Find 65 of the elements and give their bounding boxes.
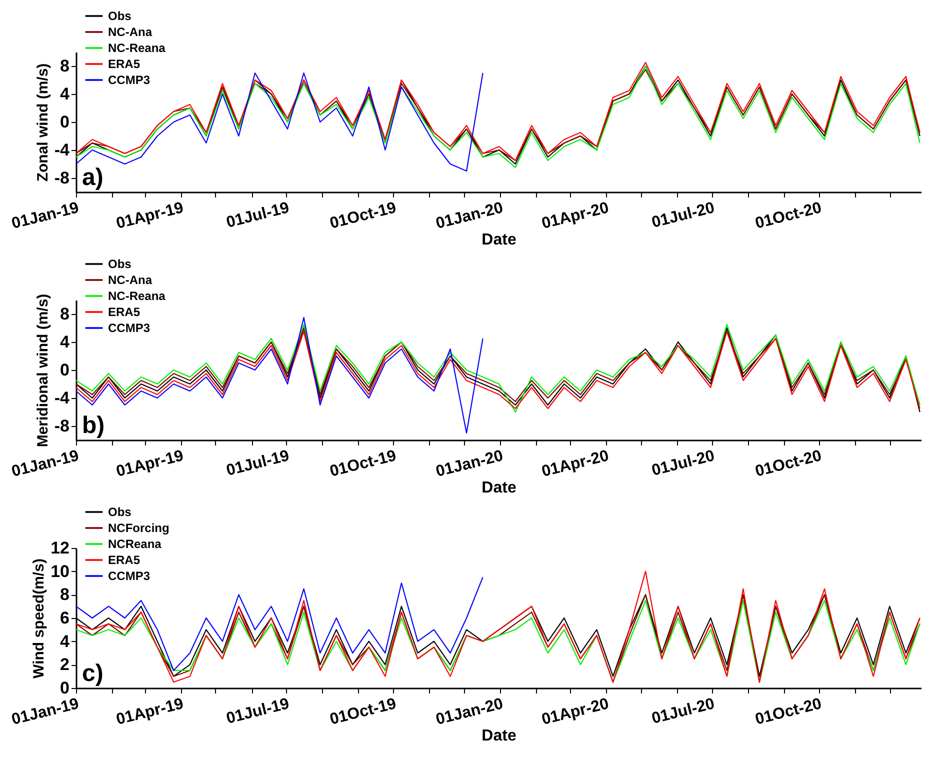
x-tick-label: 01Oct-20: [754, 199, 824, 232]
legend-label: NCReana: [108, 537, 162, 551]
y-tick-label: 0: [60, 360, 70, 380]
legend-label: NCForcing: [108, 521, 170, 535]
y-tick-label: -4: [54, 140, 70, 160]
x-axis-title: Date: [482, 232, 516, 249]
x-tick-label: 01Oct-19: [328, 199, 398, 232]
y-tick-label: 8: [60, 56, 70, 76]
y-axis-title: Meridional wind (m/s): [34, 294, 52, 448]
x-axis-title: Date: [482, 480, 516, 497]
y-tick-label: -4: [54, 388, 70, 408]
x-tick-label: 01Apr-19: [114, 199, 186, 233]
x-tick-label: 01Jul-20: [650, 199, 716, 232]
y-tick-label: 10: [50, 562, 70, 581]
x-tick-label: 01Jan-20: [434, 447, 505, 481]
x-tick-label: 01Apr-19: [114, 447, 186, 481]
legend-label: NC-Reana: [108, 41, 166, 55]
legend-label: ERA5: [108, 553, 140, 567]
x-tick-label: 01Jan-19: [10, 199, 81, 233]
y-tick-label: 4: [60, 332, 70, 352]
legend-label: ERA5: [108, 305, 140, 319]
x-tick-label: 01Jul-20: [650, 447, 716, 480]
legend-label: Obs: [108, 9, 132, 23]
x-tick-label: 01Oct-19: [328, 447, 398, 480]
x-tick-label: 01Apr-20: [540, 695, 611, 729]
legend-label: NC-Ana: [108, 25, 152, 39]
y-axis-title: Zonal wind (m/s): [34, 63, 52, 182]
annotation: b): [82, 412, 105, 439]
annotation: a): [82, 164, 104, 191]
x-tick-label: 01Jan-20: [434, 199, 505, 233]
y-tick-label: -8: [54, 416, 70, 436]
x-tick-label: 01Apr-20: [540, 447, 611, 481]
x-tick-label: 01Oct-20: [754, 695, 824, 728]
x-tick-label: 01Apr-20: [540, 199, 611, 233]
x-tick-label: 01Jul-20: [650, 695, 716, 728]
legend-label: Obs: [108, 257, 132, 271]
legend-label: CCMP3: [108, 73, 150, 87]
x-tick-label: 01Jul-19: [224, 695, 292, 728]
y-tick-label: 12: [50, 538, 70, 558]
x-tick-label: 01Jan-20: [434, 695, 505, 729]
x-tick-label: 01Jul-19: [224, 199, 292, 232]
legend-label: ERA5: [108, 57, 140, 71]
legend-label: NC-Reana: [108, 289, 166, 303]
x-tick-label: 01Apr-19: [114, 695, 186, 729]
legend-label: NC-Ana: [108, 273, 152, 287]
y-tick-label: 6: [60, 608, 70, 628]
x-tick-label: 01Oct-20: [754, 447, 824, 480]
y-tick-label: 4: [60, 632, 70, 651]
y-tick-label: 8: [60, 304, 70, 324]
x-tick-label: 01Jan-19: [10, 447, 81, 481]
x-axis-title: Date: [482, 728, 516, 745]
annotation: c): [82, 660, 104, 687]
y-tick-label: 0: [60, 678, 70, 698]
y-tick-label: 0: [60, 112, 70, 132]
x-tick-label: 01Jul-19: [224, 447, 292, 480]
y-axis-title: Wind speed(m/s): [30, 558, 48, 678]
y-tick-label: -8: [54, 168, 70, 188]
legend-label: CCMP3: [108, 321, 150, 335]
x-tick-label: 01Jan-19: [10, 695, 81, 729]
y-tick-label: 4: [60, 84, 70, 104]
legend-label: CCMP3: [108, 569, 150, 583]
y-tick-label: 8: [60, 585, 70, 604]
x-tick-label: 01Oct-19: [328, 695, 398, 728]
y-tick-label: 2: [60, 655, 70, 674]
legend-label: Obs: [108, 505, 132, 519]
